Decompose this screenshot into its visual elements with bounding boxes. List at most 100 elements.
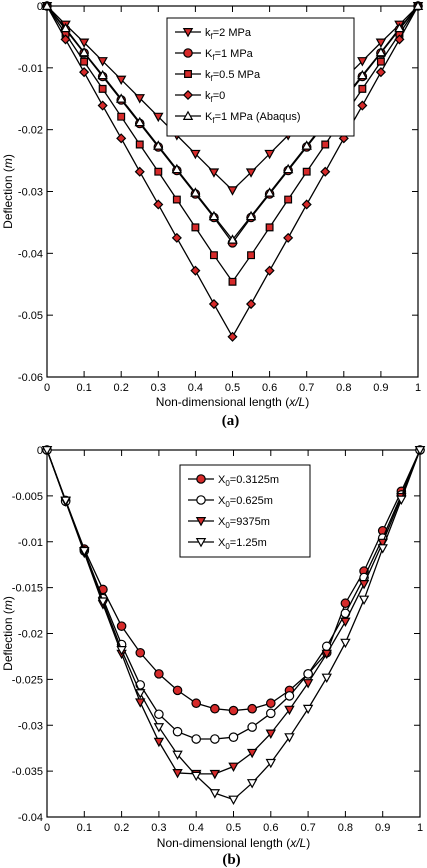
data-point (321, 649, 332, 660)
data-point (153, 140, 164, 150)
x-tick-label: 1 (417, 822, 423, 834)
data-point (135, 140, 144, 149)
data-point (41, 446, 53, 456)
data-point (284, 195, 293, 204)
panel-caption: (b) (222, 852, 240, 868)
data-point (78, 38, 90, 48)
legend-label: X0=9375m (218, 516, 270, 530)
data-point (80, 57, 89, 66)
data-point (412, 0, 424, 10)
data-point (115, 75, 127, 86)
data-point (246, 748, 258, 759)
x-tick-label: 0.9 (375, 822, 390, 834)
data-point (265, 223, 274, 232)
data-point (284, 691, 295, 701)
data-point (338, 133, 349, 144)
data-point (320, 166, 331, 177)
x-tick-label: 0.3 (151, 382, 166, 394)
data-point (376, 57, 385, 66)
data-point (153, 112, 164, 123)
legend-label: Kf=1 MPa (205, 48, 254, 62)
legend-label: X0=0.3125m (218, 474, 279, 488)
data-point (265, 698, 276, 709)
data-point (284, 705, 295, 716)
data-point (357, 69, 368, 80)
data-point (227, 234, 238, 244)
x-tick-label: 0.6 (263, 822, 278, 834)
x-tick-label: 0.4 (189, 822, 204, 834)
chart-panel-a: 0 0.1 0.2 0.3 0.4 0.5 0.6 0.7 0.8 0.9 1 0 -0.01 -0.02… (1, 0, 424, 429)
data-point (284, 733, 295, 743)
data-point (246, 298, 257, 310)
x-axis-label: Non-dimensional length (x/L) (156, 395, 309, 409)
legend-marker (182, 89, 194, 101)
y-axis-label: Deflection (m) (1, 154, 15, 229)
data-point (246, 779, 258, 789)
data-point (228, 277, 237, 286)
data-point (97, 69, 108, 80)
data-point (301, 140, 312, 150)
data-point (414, 446, 426, 456)
data-point (227, 331, 238, 342)
data-point (264, 265, 275, 276)
x-tick-label: 0.2 (114, 822, 129, 834)
series-3 (41, 446, 426, 806)
legend-marker (182, 28, 194, 38)
legend-entry: X0=1.25m (188, 537, 267, 551)
data-point (116, 621, 127, 631)
data-point (265, 708, 276, 719)
y-tick-label: -0.025 (12, 674, 43, 686)
x-axis-label: Non-dimensional length (x/L) (157, 836, 310, 850)
data-point (264, 149, 275, 160)
legend-entry: kf=0 (175, 89, 225, 104)
legend-marker (182, 110, 194, 120)
data-point (321, 140, 330, 149)
data-point (210, 703, 220, 714)
data-point (228, 705, 239, 716)
data-point (171, 232, 182, 243)
panel-caption: (a) (222, 413, 240, 429)
data-point (190, 265, 201, 276)
data-point (340, 638, 351, 649)
data-point (41, 0, 53, 10)
legend-entry: kf=2 MPa (175, 27, 252, 41)
x-tick-label: 0.1 (76, 382, 91, 394)
x-tick-label: 0.2 (114, 382, 129, 394)
data-point (171, 163, 183, 174)
data-point (116, 646, 127, 656)
y-tick-label: -0.005 (12, 491, 43, 503)
data-point (357, 100, 368, 111)
data-point (302, 679, 314, 689)
legend-entry: Kf=1 MPa (Abaqus) (175, 110, 300, 125)
legend-marker (183, 48, 193, 58)
x-tick-label: 0.5 (225, 382, 240, 394)
data-point (227, 186, 238, 196)
x-tick-label: 0.5 (226, 822, 241, 834)
x-tick-label: 1 (415, 382, 421, 394)
data-point (265, 758, 277, 769)
data-point (191, 698, 201, 709)
data-point (340, 617, 351, 628)
data-point (172, 685, 183, 696)
y-tick-label: -0.04 (18, 812, 43, 824)
data-point (191, 223, 200, 232)
data-point (190, 187, 201, 197)
legend-marker (184, 70, 192, 78)
legend-label: X0=1.25m (218, 537, 267, 551)
data-point (153, 723, 165, 733)
data-point (302, 704, 314, 715)
data-point (282, 163, 294, 174)
data-point (264, 187, 275, 197)
x-tick-label: 0.6 (262, 382, 277, 394)
data-point (79, 67, 90, 78)
legend-entry: X0=0.3125m (188, 474, 279, 488)
data-point (134, 94, 145, 104)
data-point (115, 93, 127, 103)
legend-label: kf=0 (205, 90, 225, 104)
data-point (98, 84, 107, 93)
x-tick-label: 0.8 (336, 382, 351, 394)
data-point (172, 726, 183, 737)
data-point (153, 199, 164, 210)
data-point (191, 734, 201, 744)
legend-label: kf=0.5 MPa (205, 69, 261, 83)
